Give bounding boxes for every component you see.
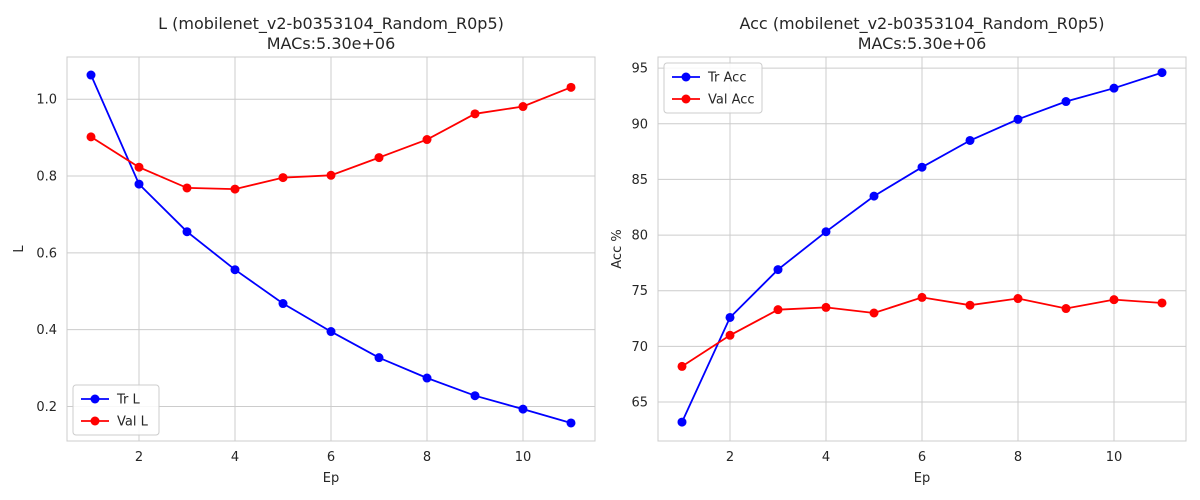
x-tick-label: 6 <box>918 450 926 465</box>
data-point <box>1013 294 1023 304</box>
chart-panel-accuracy: Acc (mobilenet_v2-b0353104_Random_R0p5)M… <box>610 14 1187 486</box>
legend-label: Val L <box>117 415 149 430</box>
data-point <box>182 183 192 193</box>
data-point <box>965 300 975 310</box>
data-point <box>869 308 879 318</box>
y-axis-label: Acc % <box>610 229 625 268</box>
data-point <box>278 299 288 309</box>
x-tick-label: 2 <box>135 450 143 465</box>
x-tick-label: 6 <box>327 450 335 465</box>
series-tr-acc <box>677 68 1167 427</box>
data-point <box>230 184 240 194</box>
y-tick-label: 0.2 <box>36 400 57 415</box>
data-point <box>374 153 384 163</box>
data-point <box>1061 304 1071 314</box>
data-point <box>773 265 783 275</box>
data-point <box>518 102 528 112</box>
data-point <box>470 109 480 119</box>
data-point <box>725 312 735 322</box>
chart-subtitle: MACs:5.30e+06 <box>858 34 987 53</box>
y-tick-label: 75 <box>631 284 648 299</box>
data-point <box>326 327 336 337</box>
data-point <box>965 135 975 145</box>
data-point <box>422 373 432 383</box>
x-tick-label: 2 <box>726 450 734 465</box>
legend-label: Val Acc <box>708 93 755 108</box>
data-point <box>1157 298 1167 308</box>
y-axis-label: L <box>12 245 27 253</box>
y-tick-label: 80 <box>631 229 648 244</box>
x-axis-label: Ep <box>914 471 930 486</box>
x-tick-label: 10 <box>1106 450 1123 465</box>
data-point <box>278 173 288 183</box>
y-tick-label: 90 <box>631 117 648 132</box>
legend-swatch-marker <box>681 72 691 82</box>
data-point <box>86 132 96 142</box>
data-point <box>470 391 480 401</box>
data-point <box>182 227 192 237</box>
y-tick-label: 95 <box>631 62 648 77</box>
data-point <box>1157 68 1167 78</box>
data-point <box>1061 97 1071 107</box>
data-point <box>677 417 687 427</box>
data-point <box>1013 114 1023 124</box>
x-tick-label: 8 <box>423 450 431 465</box>
y-tick-label: 0.6 <box>36 246 57 261</box>
data-point <box>821 227 831 237</box>
legend-label: Tr L <box>116 393 141 408</box>
data-point <box>566 418 576 428</box>
data-point <box>917 162 927 172</box>
y-tick-label: 65 <box>631 396 648 411</box>
series-tr-l <box>86 70 576 428</box>
data-point <box>1109 295 1119 305</box>
legend-label: Tr Acc <box>707 71 746 86</box>
data-point <box>134 179 144 189</box>
chart-title: L (mobilenet_v2-b0353104_Random_R0p5) <box>158 14 504 34</box>
chart-title: Acc (mobilenet_v2-b0353104_Random_R0p5) <box>739 14 1104 34</box>
legend: Tr Acc Val Acc <box>663 62 763 114</box>
data-point <box>86 70 96 80</box>
data-point <box>134 162 144 172</box>
chart-panel-loss: L (mobilenet_v2-b0353104_Random_R0p5)MAC… <box>12 14 596 486</box>
data-point <box>821 302 831 312</box>
plot-frame <box>66 56 596 442</box>
legend-swatch-marker <box>681 94 691 104</box>
data-point <box>230 265 240 275</box>
x-axis-label: Ep <box>323 471 339 486</box>
data-point <box>422 135 432 145</box>
x-tick-label: 4 <box>231 450 239 465</box>
data-point <box>1109 83 1119 93</box>
data-point <box>725 330 735 340</box>
plot-frame <box>657 56 1187 442</box>
legend: Tr L Val L <box>72 384 160 436</box>
series-val-l <box>86 82 576 194</box>
data-point <box>374 353 384 363</box>
data-point <box>773 305 783 315</box>
chart-subtitle: MACs:5.30e+06 <box>267 34 396 53</box>
legend-swatch-marker <box>90 394 100 404</box>
data-point <box>566 82 576 92</box>
x-tick-label: 8 <box>1014 450 1022 465</box>
x-tick-label: 10 <box>515 450 532 465</box>
legend-swatch-marker <box>90 416 100 426</box>
data-point <box>677 361 687 371</box>
y-tick-label: 1.0 <box>36 93 57 108</box>
data-point <box>917 292 927 302</box>
y-tick-label: 0.8 <box>36 170 57 185</box>
series-val-acc <box>677 292 1167 371</box>
data-point <box>869 191 879 201</box>
y-tick-label: 85 <box>631 173 648 188</box>
y-tick-label: 0.4 <box>36 323 57 338</box>
x-tick-label: 4 <box>822 450 830 465</box>
data-point <box>326 170 336 180</box>
y-tick-label: 70 <box>631 340 648 355</box>
data-point <box>518 404 528 414</box>
